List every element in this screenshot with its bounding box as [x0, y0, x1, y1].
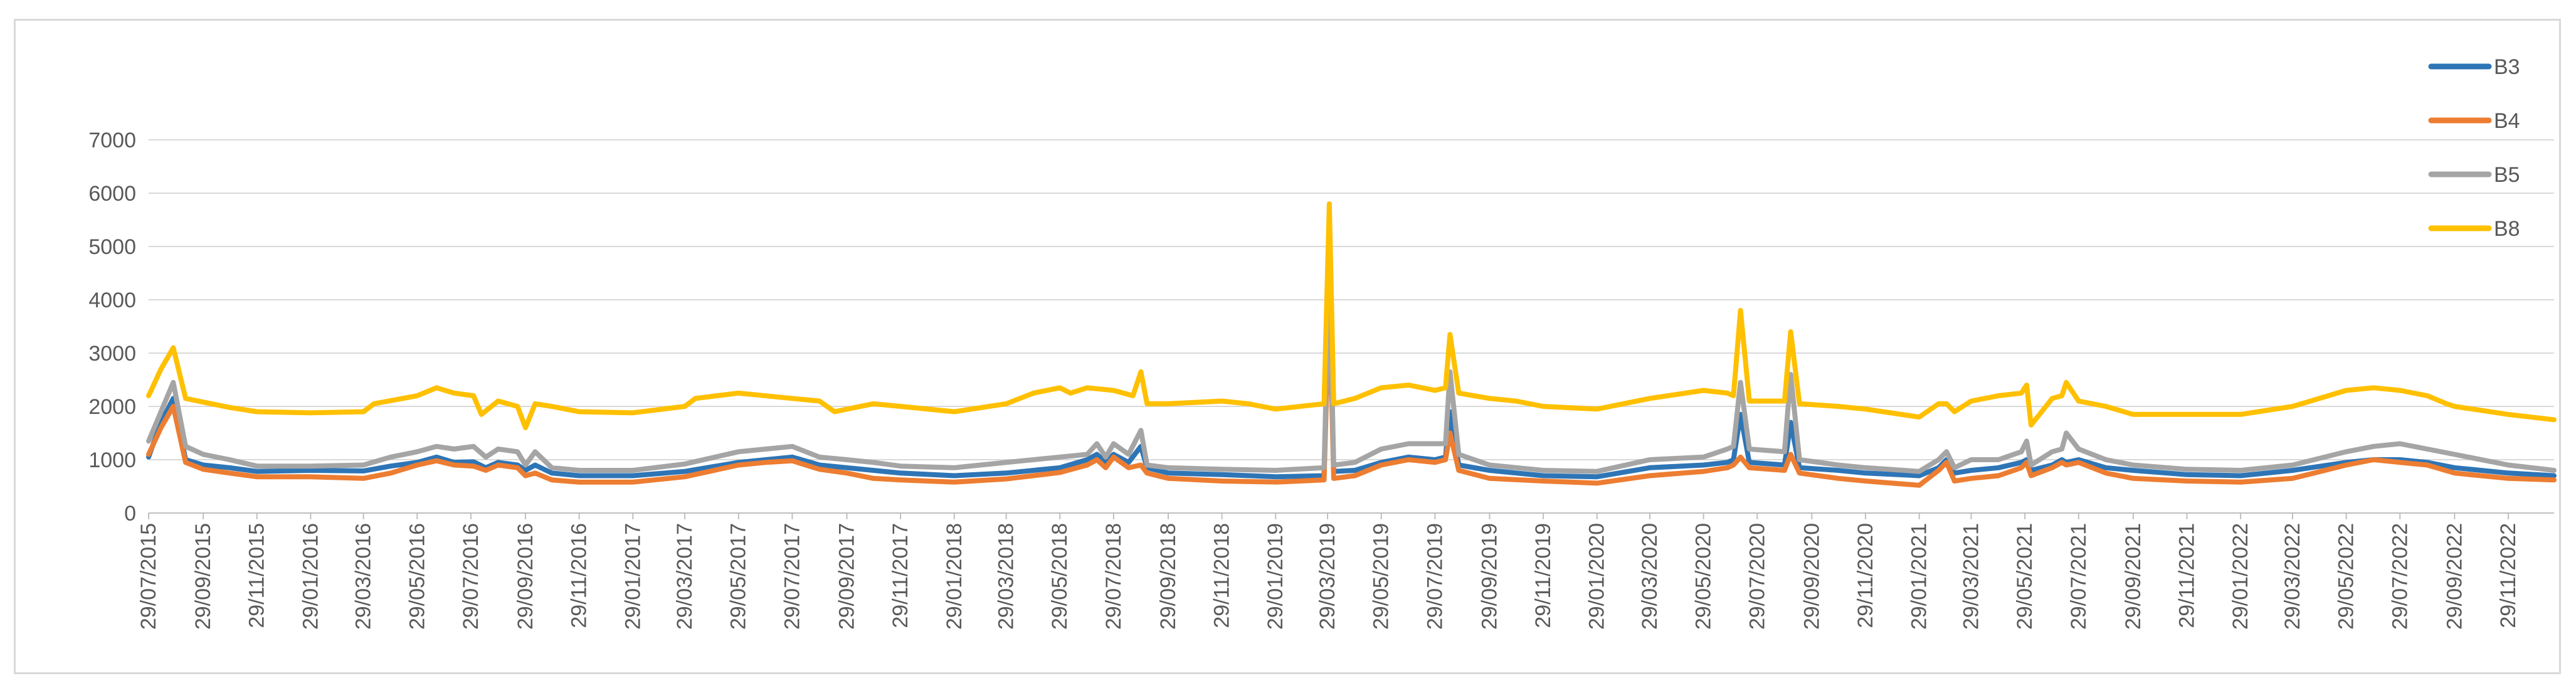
x-tick-label: 29/07/2019: [1423, 523, 1447, 630]
x-tick-label: 29/07/2021: [2067, 523, 2091, 630]
x-tick-label: 29/03/2018: [995, 523, 1018, 630]
y-tick-label: 2000: [88, 395, 136, 419]
x-tick-label: 29/11/2021: [2175, 523, 2199, 628]
x-tick-label: 29/07/2020: [1745, 523, 1769, 630]
x-tick-label: 29/01/2017: [621, 523, 645, 630]
x-tick-label: 29/01/2020: [1585, 523, 1609, 630]
legend-label-b3: B3: [2494, 55, 2520, 79]
chart-area: 0 1000 2000 3000 4000 5000 6000 7000 29/07/2015…: [14, 19, 2561, 674]
x-tick-label: 29/11/2019: [1531, 523, 1555, 628]
x-tick-label: 29/01/2022: [2229, 523, 2252, 630]
x-tick-label: 29/05/2017: [727, 523, 751, 630]
x-tick-label: 29/07/2015: [137, 523, 161, 630]
y-tick-label: 4000: [88, 288, 136, 312]
x-tick-label: 29/11/2015: [245, 523, 269, 628]
y-axis-tick-labels: 0 1000 2000 3000 4000 5000 6000 7000: [88, 129, 136, 526]
series-line-b3: [146, 273, 2557, 480]
x-tick-label: 29/05/2016: [405, 523, 429, 630]
x-tick-label: 29/09/2021: [2121, 523, 2145, 630]
x-tick-label: 29/09/2015: [191, 523, 215, 630]
x-tick-label: 29/01/2021: [1908, 523, 1931, 630]
x-tick-label: 29/05/2018: [1048, 523, 1072, 630]
x-tick-label: 29/05/2019: [1370, 523, 1393, 630]
x-tick-label: 29/09/2019: [1477, 523, 1501, 630]
x-tick-label: 29/09/2018: [1156, 523, 1180, 630]
gridlines: [149, 139, 2554, 514]
x-tick-label: 29/07/2022: [2388, 523, 2412, 630]
series-lines: [146, 201, 2557, 488]
x-axis-tick-labels: 29/07/2015 29/09/2015 29/11/2015 29/01/2016…: [137, 513, 2520, 630]
x-tick-label: 29/01/2018: [942, 523, 966, 630]
y-tick-label: 0: [124, 502, 136, 526]
x-tick-label: 29/09/2020: [1800, 523, 1824, 630]
x-tick-label: 29/03/2022: [2281, 523, 2304, 630]
legend: B3 B4 B5 B8: [2428, 55, 2520, 241]
series-line-b8: [146, 201, 2557, 430]
y-tick-label: 1000: [88, 448, 136, 472]
x-tick-label: 29/03/2020: [1638, 523, 1662, 630]
y-tick-label: 5000: [88, 235, 136, 259]
series-line-b5: [146, 265, 2557, 474]
x-tick-label: 29/05/2021: [2013, 523, 2037, 630]
x-tick-label: 29/05/2020: [1692, 523, 1716, 630]
x-tick-label: 29/05/2022: [2335, 523, 2358, 630]
legend-label-b8: B8: [2494, 217, 2520, 241]
x-tick-label: 29/11/2016: [567, 523, 591, 628]
y-tick-label: 7000: [88, 129, 136, 152]
x-tick-label: 29/03/2021: [1959, 523, 1983, 630]
line-chart: 0 1000 2000 3000 4000 5000 6000 7000 29/07/2015…: [88, 55, 2557, 630]
legend-label-b4: B4: [2494, 109, 2520, 133]
x-tick-label: 29/11/2018: [1210, 523, 1234, 628]
x-tick-label: 29/09/2016: [514, 523, 537, 630]
y-tick-label: 3000: [88, 342, 136, 366]
x-tick-label: 29/07/2018: [1102, 523, 1126, 630]
x-tick-label: 29/01/2019: [1264, 523, 1287, 630]
legend-label-b5: B5: [2494, 163, 2520, 187]
x-tick-label: 29/01/2016: [298, 523, 322, 630]
x-tick-label: 29/07/2016: [459, 523, 483, 630]
x-tick-label: 29/03/2017: [673, 523, 697, 630]
x-tick-label: 29/09/2017: [835, 523, 858, 630]
x-tick-label: 29/03/2016: [352, 523, 376, 630]
x-tick-label: 29/11/2017: [889, 523, 912, 628]
series-line-b4: [146, 297, 2557, 488]
x-tick-label: 29/11/2020: [1854, 523, 1877, 628]
x-tick-label: 29/07/2017: [780, 523, 804, 630]
x-tick-label: 29/09/2022: [2442, 523, 2466, 630]
x-tick-label: 29/11/2022: [2496, 523, 2520, 628]
y-tick-label: 6000: [88, 182, 136, 206]
x-tick-label: 29/03/2019: [1316, 523, 1339, 630]
